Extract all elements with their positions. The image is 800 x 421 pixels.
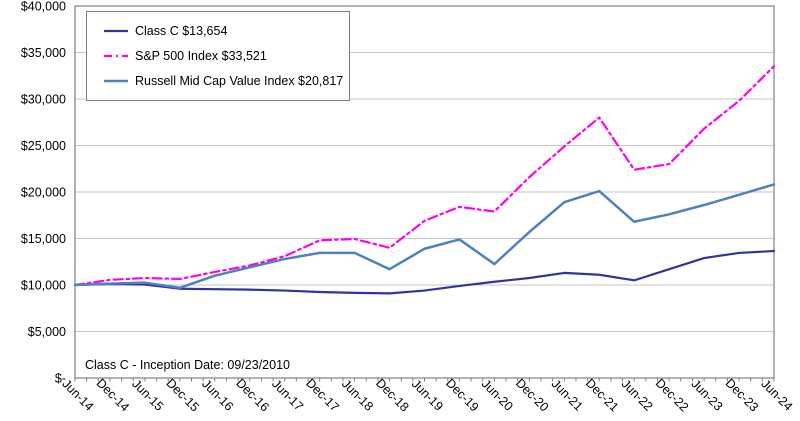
legend-item-class-c: Class C $13,654 (103, 24, 349, 38)
x-axis-label: Dec-17 (303, 376, 341, 414)
x-axis-label: Jun-17 (269, 377, 306, 414)
series-line-russell (73, 183, 776, 290)
inception-date-note: Class C - Inception Date: 09/23/2010 (85, 358, 290, 372)
y-axis-label: $10,000 (21, 279, 66, 293)
x-axis-label: Jun-23 (688, 377, 725, 414)
legend: Class C $13,654 S&P 500 Index $33,521 Ru… (86, 11, 350, 101)
x-axis-label: Jun-19 (409, 377, 446, 414)
legend-label-russell: Russell Mid Cap Value Index $20,817 (135, 74, 344, 89)
legend-line-class-c (104, 29, 128, 32)
x-axis-label: Jun-22 (619, 377, 656, 414)
legend-item-sp500: S&P 500 Index $33,521 (103, 49, 349, 63)
x-axis-label: Dec-20 (513, 376, 551, 414)
y-axis-label: $40,000 (21, 0, 66, 14)
x-axis-label: Dec-23 (723, 376, 761, 414)
x-axis-label: Dec-22 (653, 376, 691, 414)
y-axis-label: $- (55, 372, 66, 386)
legend-label-class-c: Class C $13,654 (135, 23, 228, 38)
x-axis-label: Dec-18 (373, 376, 411, 414)
x-axis-label: Dec-19 (443, 376, 481, 414)
series-line-sp500 (73, 65, 776, 287)
x-axis-label: Jun-14 (59, 377, 96, 414)
x-axis-label: Dec-21 (583, 376, 621, 414)
y-axis-label: $15,000 (21, 232, 66, 246)
x-axis-label: Dec-16 (233, 376, 271, 414)
legend-line-russell (104, 80, 128, 83)
x-axis-label: Dec-15 (163, 376, 201, 414)
x-axis-label: Jun-24 (758, 377, 795, 414)
x-axis-label: Jun-20 (479, 377, 516, 414)
x-axis-label: Jun-21 (549, 377, 586, 414)
x-axis-label: Jun-16 (199, 377, 236, 414)
x-axis-label: Jun-18 (339, 377, 376, 414)
series-line-class-c (73, 249, 776, 295)
y-axis-label: $35,000 (21, 46, 66, 60)
y-axis-label: $5,000 (28, 325, 66, 339)
legend-item-russell: Russell Mid Cap Value Index $20,817 (103, 74, 349, 88)
y-axis-label: $20,000 (21, 186, 66, 200)
x-axis-label: Jun-15 (129, 377, 166, 414)
y-axis-label: $30,000 (21, 93, 66, 107)
y-axis-label: $25,000 (21, 139, 66, 153)
legend-label-sp500: S&P 500 Index $33,521 (135, 48, 267, 63)
x-axis-label: Dec-14 (94, 376, 132, 414)
legend-line-sp500 (104, 54, 128, 58)
